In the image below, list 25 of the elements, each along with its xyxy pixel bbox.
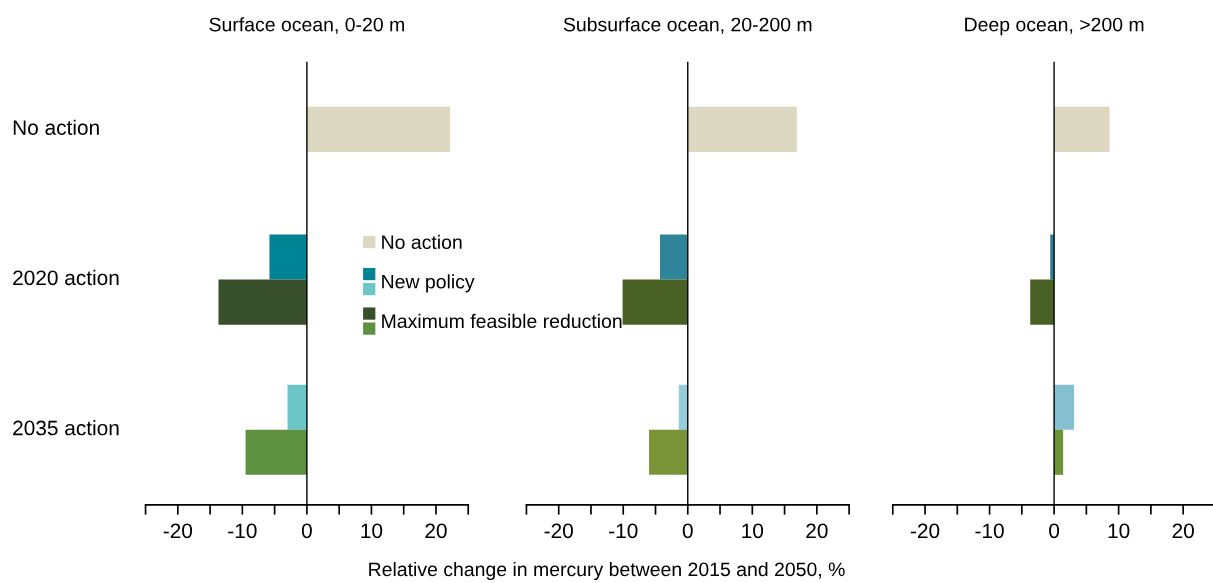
legend-label: New policy	[382, 274, 475, 293]
y-tick-label: 2020 action	[13, 269, 119, 286]
x-tick-label: 0	[301, 523, 312, 539]
x-tick-label: -10	[228, 523, 257, 539]
legend-label: No action	[382, 234, 462, 250]
x-tick-label: -20	[910, 523, 940, 539]
x-tick-label: 10	[742, 523, 764, 539]
x-tick-label: 10	[1108, 523, 1130, 539]
x-tick-label: 20	[425, 523, 447, 539]
legend-label: Maximum feasible reduction	[382, 313, 622, 329]
x-tick-label: 0	[682, 523, 693, 539]
chart-title: Subsurface ocean, 20-200 m	[563, 17, 812, 34]
y-tick-label: 2035 action	[13, 420, 119, 436]
x-tick-label: -10	[609, 523, 638, 539]
x-tick-label: 20	[806, 523, 828, 539]
y-tick-label: No action	[13, 119, 99, 135]
x-axis-title: Relative change in mercury between 2015 and 2050, %	[369, 561, 845, 581]
x-tick-label: -20	[163, 523, 193, 539]
chart-title: Deep ocean, >200 m	[965, 17, 1144, 36]
chart-title: Surface ocean, 0-20 m	[209, 17, 404, 34]
x-tick-label: -10	[975, 523, 1004, 539]
x-tick-label: 0	[1049, 523, 1060, 539]
x-tick-label: 10	[361, 523, 383, 539]
x-tick-label: -20	[544, 523, 573, 539]
x-tick-label: 20	[1172, 523, 1194, 539]
